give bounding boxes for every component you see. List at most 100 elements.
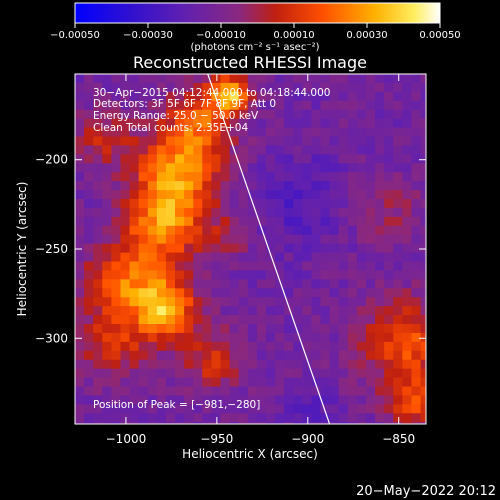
- heatmap-cell: [102, 118, 112, 129]
- heatmap-cell: [147, 315, 158, 325]
- heatmap-cell: [265, 422, 276, 424]
- heatmap-cell: [138, 172, 149, 182]
- heatmap-cell: [275, 216, 285, 227]
- heatmap-cell: [175, 172, 185, 182]
- heatmap-cell: [375, 306, 385, 316]
- heatmap-cell: [93, 225, 103, 236]
- heatmap-cell: [402, 413, 413, 423]
- heatmap-cell: [311, 297, 322, 307]
- heatmap-cell: [111, 261, 122, 272]
- heatmap-cell: [156, 109, 167, 120]
- heatmap-cell: [293, 74, 303, 84]
- colorbar-tick-label: 0.00010: [273, 30, 314, 41]
- heatmap-cell: [129, 127, 140, 138]
- heatmap-cell: [256, 279, 267, 289]
- heatmap-cell: [202, 315, 212, 325]
- heatmap-cell: [156, 279, 167, 289]
- heatmap-cell: [120, 74, 131, 84]
- heatmap-cell: [329, 395, 340, 405]
- heatmap-cell: [265, 359, 276, 370]
- heatmap-cell: [265, 413, 276, 423]
- heatmap-cell: [238, 306, 249, 316]
- heatmap-cell: [356, 207, 367, 218]
- heatmap-cell: [193, 395, 203, 405]
- heatmap-cell: [220, 404, 231, 414]
- heatmap-cell: [338, 377, 349, 388]
- heatmap-cell: [193, 341, 203, 352]
- heatmap-cell: [320, 118, 331, 129]
- heatmap-cell: [375, 172, 385, 182]
- heatmap-cell: [375, 225, 385, 236]
- heatmap-cell: [147, 100, 158, 111]
- heatmap-cell: [184, 359, 194, 370]
- heatmap-cell: [111, 306, 122, 316]
- heatmap-cell: [202, 332, 212, 343]
- heatmap-cell: [384, 350, 394, 361]
- heatmap-cell: [211, 82, 222, 93]
- heatmap-cell: [293, 252, 303, 263]
- heatmap-cell: [284, 341, 294, 352]
- heatmap-cell: [256, 252, 267, 263]
- heatmap-cell: [175, 350, 185, 361]
- heatmap-cell: [211, 74, 222, 84]
- heatmap-cell: [329, 341, 340, 352]
- heatmap-cell: [284, 252, 294, 263]
- heatmap-cell: [411, 404, 422, 414]
- heatmap-cell: [147, 279, 158, 289]
- heatmap-cell: [302, 261, 313, 272]
- heatmap-cell: [120, 225, 131, 236]
- heatmap-cell: [265, 297, 276, 307]
- heatmap-cell: [111, 252, 122, 263]
- heatmap-cell: [393, 377, 403, 388]
- heatmap-cell: [93, 243, 103, 254]
- heatmap-cell: [102, 74, 112, 84]
- heatmap-cell: [356, 190, 367, 200]
- heatmap-cell: [284, 297, 294, 307]
- heatmap-cell: [411, 145, 422, 155]
- heatmap-cell: [102, 181, 112, 191]
- heatmap-cell: [329, 199, 340, 209]
- heatmap-cell: [220, 422, 231, 424]
- heatmap-cell: [211, 324, 222, 334]
- heatmap-cell: [311, 163, 322, 173]
- heatmap-cell: [211, 297, 222, 307]
- heatmap-cell: [411, 288, 422, 298]
- heatmap-cell: [375, 261, 385, 272]
- heatmap-cell: [202, 190, 212, 200]
- heatmap-cell: [238, 279, 249, 289]
- heatmap-cell: [275, 136, 285, 147]
- heatmap-cell: [311, 422, 322, 424]
- heatmap-cell: [365, 127, 376, 138]
- heatmap-cell: [75, 225, 85, 236]
- heatmap-cell: [375, 422, 385, 424]
- heatmap-cell: [75, 127, 85, 138]
- heatmap-cell: [365, 136, 376, 147]
- heatmap-cell: [338, 404, 349, 414]
- heatmap-cell: [229, 422, 240, 424]
- heatmap-cell: [411, 172, 422, 182]
- heatmap-cell: [347, 395, 358, 405]
- heatmap-cell: [393, 74, 403, 84]
- heatmap-cell: [393, 234, 403, 245]
- heatmap-cell: [420, 377, 426, 388]
- heatmap-cell: [247, 341, 258, 352]
- heatmap-cell: [256, 332, 267, 343]
- heatmap-cell: [120, 118, 131, 129]
- heatmap-cell: [402, 359, 413, 370]
- heatmap-cell: [302, 413, 313, 423]
- heatmap-cell: [365, 181, 376, 191]
- heatmap-cell: [147, 306, 158, 316]
- heatmap-cell: [356, 118, 367, 129]
- heatmap-cell: [365, 386, 376, 397]
- heatmap-cell: [211, 332, 222, 343]
- heatmap-cell: [393, 413, 403, 423]
- heatmap-cell: [247, 74, 258, 84]
- heatmap-cell: [93, 324, 103, 334]
- heatmap-cell: [138, 243, 149, 254]
- heatmap-cell: [184, 252, 194, 263]
- heatmap-cell: [193, 315, 203, 325]
- heatmap-cell: [302, 368, 313, 379]
- heatmap-cell: [93, 288, 103, 298]
- heatmap-cell: [256, 243, 267, 254]
- heatmap-cell: [111, 368, 122, 379]
